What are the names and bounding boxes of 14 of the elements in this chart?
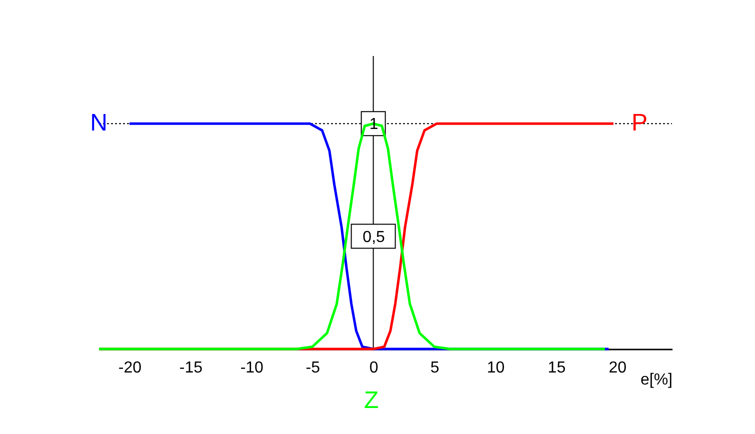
series-label: N	[90, 110, 108, 137]
x-tick-label: -5	[306, 360, 320, 376]
x-tick-label: -20	[118, 360, 142, 376]
x-tick-label: 20	[608, 360, 627, 376]
text: Z	[364, 387, 379, 414]
y-tick-label: 0,5	[362, 228, 386, 246]
x-tick-label: 5	[430, 360, 440, 376]
x-tick-label: 15	[548, 360, 566, 376]
series-label: P	[631, 110, 648, 137]
x-tick-label: 10	[486, 360, 505, 376]
x-axis-title: e[%]	[640, 372, 672, 388]
x-tick-label: -15	[179, 360, 203, 376]
x-tick-label: 0	[369, 360, 378, 376]
x-tick-label: -10	[240, 360, 264, 376]
